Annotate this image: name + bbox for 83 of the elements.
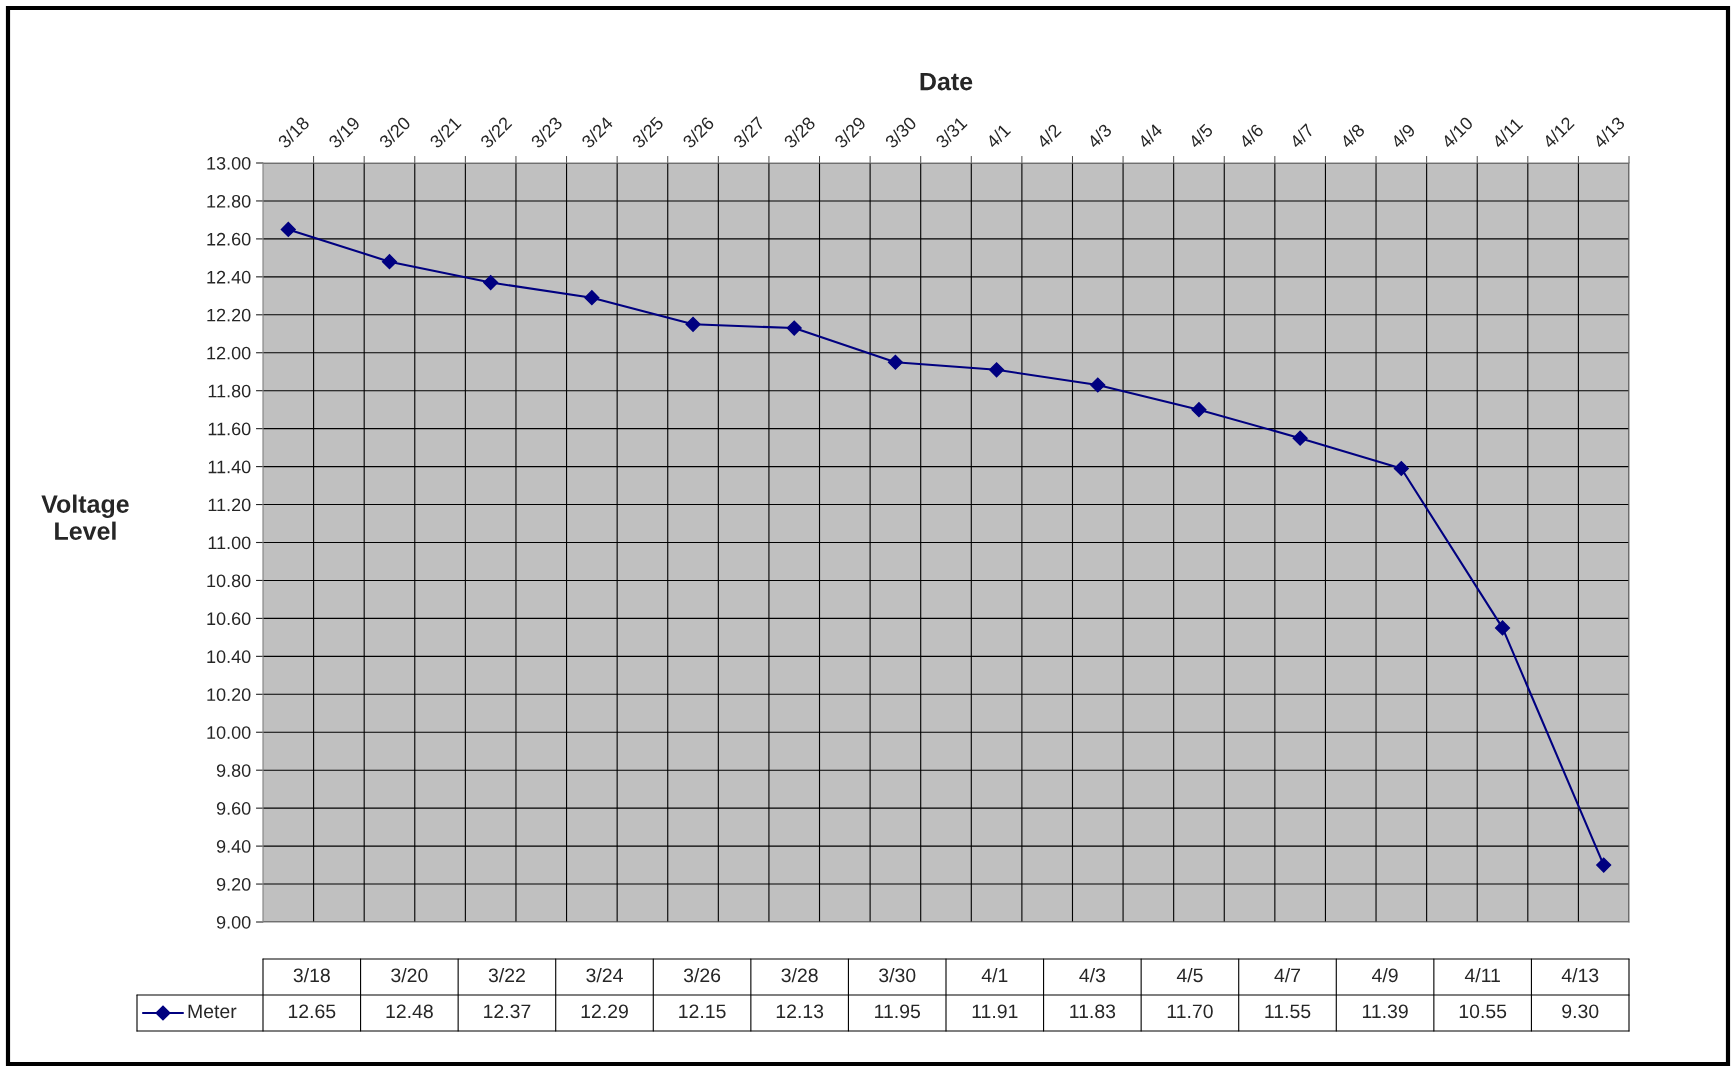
x-tick-label: 4/13 bbox=[1592, 115, 1626, 150]
point bbox=[483, 274, 499, 291]
y-tick-label: 9.60 bbox=[216, 802, 251, 815]
x-tick-label: 3/29 bbox=[833, 115, 867, 149]
point bbox=[1191, 402, 1207, 418]
category-label: 4/11 bbox=[1464, 967, 1500, 983]
point bbox=[989, 362, 1005, 378]
category-label: 3/24 bbox=[586, 967, 623, 983]
x-tick-label: 4/6 bbox=[1237, 122, 1265, 150]
text: 12.37 bbox=[484, 1004, 531, 1019]
text: 11.91 bbox=[972, 1004, 1018, 1019]
y-tick-label: 10.40 bbox=[207, 650, 251, 664]
y-tick-label: 9.80 bbox=[216, 764, 251, 777]
x-tick-label: 3/19 bbox=[327, 115, 361, 149]
category-label: 4/5 bbox=[1176, 967, 1203, 983]
y-tick-label: 10.20 bbox=[207, 688, 251, 702]
category-label: 3/30 bbox=[879, 967, 916, 983]
x-tick-label: 4/7 bbox=[1288, 122, 1315, 150]
category-label: 4/7 bbox=[1274, 967, 1301, 983]
x-tick-label: 4/1 bbox=[984, 122, 1012, 150]
text: 11.55 bbox=[1265, 1004, 1311, 1019]
y-tick-label: 11.80 bbox=[208, 384, 251, 398]
point bbox=[786, 320, 802, 336]
x-tick-label: 4/2 bbox=[1035, 122, 1062, 150]
x-tick-label: 4/12 bbox=[1541, 115, 1575, 150]
text: 12.15 bbox=[679, 1004, 726, 1019]
category-label: 4/9 bbox=[1372, 967, 1398, 983]
text: 11.70 bbox=[1167, 1004, 1213, 1019]
point bbox=[1494, 620, 1511, 636]
y-tick-label: 12.40 bbox=[207, 270, 251, 284]
text: 11.83 bbox=[1070, 1004, 1116, 1019]
category-label: 4/3 bbox=[1079, 967, 1106, 983]
category-label: 3/28 bbox=[781, 967, 818, 983]
point bbox=[1596, 857, 1612, 873]
text: 9.30 bbox=[1562, 1004, 1599, 1019]
y-tick-label: 10.00 bbox=[207, 726, 251, 739]
x-tick-label: 4/11 bbox=[1490, 116, 1524, 150]
x-tick-label: 4/9 bbox=[1389, 122, 1416, 150]
category-label: 3/22 bbox=[488, 967, 525, 983]
point bbox=[887, 354, 903, 370]
category-label: 3/26 bbox=[683, 967, 721, 983]
y-tick-label: 13.00 bbox=[207, 156, 251, 170]
y-tick-label: 11.40 bbox=[208, 460, 251, 474]
text: 12.65 bbox=[288, 1004, 336, 1019]
text: 11.39 bbox=[1362, 1004, 1408, 1019]
category-label: 4/13 bbox=[1561, 967, 1599, 983]
text: 12.29 bbox=[581, 1004, 628, 1019]
point bbox=[685, 316, 701, 332]
y-tick-label: 10.80 bbox=[207, 574, 251, 588]
point bbox=[381, 254, 398, 270]
category-label: 3/18 bbox=[293, 967, 330, 983]
category-label: 3/20 bbox=[391, 967, 428, 983]
y-tick-label: 12.20 bbox=[207, 308, 251, 322]
point bbox=[1393, 460, 1409, 477]
y-tick-label: 11.60 bbox=[208, 422, 251, 436]
y-tick-label: 11.00 bbox=[208, 536, 251, 550]
x-tick-label: 3/31 bbox=[934, 115, 968, 149]
x-tick-label: 4/4 bbox=[1136, 122, 1164, 150]
point bbox=[1090, 377, 1106, 393]
y-tick-label: 9.20 bbox=[216, 877, 251, 891]
x-tick-label: 3/21 bbox=[428, 115, 462, 149]
y-axis-title: Voltage Level bbox=[41, 494, 129, 540]
point bbox=[584, 290, 600, 306]
x-tick-label: 4/8 bbox=[1339, 122, 1366, 150]
text: 11.95 bbox=[875, 1004, 921, 1019]
x-tick-label: 4/3 bbox=[1086, 122, 1113, 150]
text: 12.13 bbox=[776, 1004, 824, 1019]
point bbox=[280, 221, 296, 237]
category-label: 4/1 bbox=[981, 967, 1008, 983]
x-tick-label: 4/10 bbox=[1440, 115, 1474, 150]
x-tick-label: 4/5 bbox=[1187, 122, 1214, 150]
y-tick-label: 9.40 bbox=[216, 840, 251, 853]
legend-label: Meter bbox=[188, 1004, 237, 1019]
x-axis-title: Date bbox=[920, 72, 973, 91]
text: 12.48 bbox=[386, 1004, 433, 1019]
y-tick-label: 9.00 bbox=[216, 915, 251, 929]
point bbox=[1292, 430, 1308, 446]
y-tick-label: 10.60 bbox=[207, 612, 251, 626]
y-tick-label: 12.00 bbox=[207, 346, 251, 360]
y-tick-label: 12.60 bbox=[207, 232, 251, 246]
text: 10.55 bbox=[1459, 1004, 1507, 1019]
y-tick-label: 12.80 bbox=[207, 194, 251, 208]
y-tick-label: 11.20 bbox=[208, 498, 251, 512]
